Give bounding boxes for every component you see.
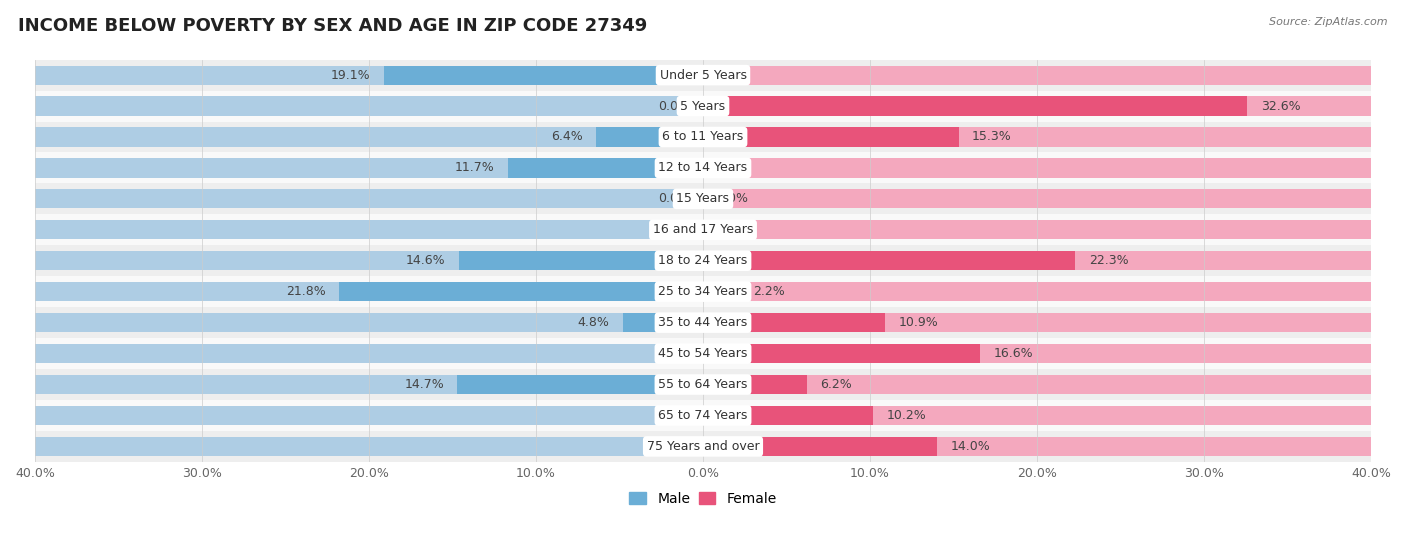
Bar [703, 313, 884, 332]
Bar [35, 406, 703, 425]
Text: 0.0%: 0.0% [717, 161, 748, 175]
Bar [623, 313, 703, 332]
Text: 55 to 64 Years: 55 to 64 Years [658, 378, 748, 391]
Text: 0.0%: 0.0% [717, 223, 748, 237]
Text: 2.2%: 2.2% [754, 285, 785, 298]
Bar [703, 282, 1371, 301]
Bar [703, 97, 1247, 116]
Text: 15 Years: 15 Years [676, 193, 730, 205]
Text: Source: ZipAtlas.com: Source: ZipAtlas.com [1270, 17, 1388, 27]
Text: 25 to 34 Years: 25 to 34 Years [658, 285, 748, 298]
Text: 18 to 24 Years: 18 to 24 Years [658, 254, 748, 267]
Bar [35, 276, 1371, 307]
Bar [460, 251, 703, 271]
Text: 19.1%: 19.1% [330, 69, 371, 81]
Text: 5 Years: 5 Years [681, 99, 725, 113]
Bar [35, 437, 703, 456]
Bar [35, 184, 1371, 214]
Text: 6.2%: 6.2% [820, 378, 852, 391]
Bar [35, 344, 703, 363]
Bar [35, 282, 703, 301]
Text: 0.0%: 0.0% [658, 347, 689, 360]
Legend: Male, Female: Male, Female [624, 486, 782, 511]
Bar [703, 65, 1371, 85]
Text: 0.0%: 0.0% [658, 440, 689, 453]
Bar [703, 282, 740, 301]
Bar [703, 344, 1371, 363]
Text: 14.6%: 14.6% [406, 254, 446, 267]
Text: Under 5 Years: Under 5 Years [659, 69, 747, 81]
Bar [339, 282, 703, 301]
Bar [35, 307, 1371, 338]
Bar [35, 90, 1371, 122]
Text: 0.0%: 0.0% [717, 193, 748, 205]
Bar [35, 375, 703, 394]
Bar [703, 127, 959, 147]
Bar [703, 313, 1371, 332]
Bar [508, 158, 703, 177]
Bar [703, 189, 1371, 209]
Text: 45 to 54 Years: 45 to 54 Years [658, 347, 748, 360]
Bar [35, 338, 1371, 369]
Text: 10.9%: 10.9% [898, 316, 938, 329]
Bar [703, 375, 807, 394]
Bar [35, 246, 1371, 276]
Text: 0.0%: 0.0% [658, 99, 689, 113]
Bar [35, 400, 1371, 431]
Text: 0.0%: 0.0% [658, 223, 689, 237]
Bar [35, 60, 1371, 90]
Text: 12 to 14 Years: 12 to 14 Years [658, 161, 748, 175]
Bar [703, 97, 1371, 116]
Text: 6 to 11 Years: 6 to 11 Years [662, 131, 744, 143]
Bar [703, 375, 1371, 394]
Text: 6.4%: 6.4% [551, 131, 582, 143]
Text: 15.3%: 15.3% [972, 131, 1012, 143]
Bar [35, 65, 703, 85]
Text: 16 and 17 Years: 16 and 17 Years [652, 223, 754, 237]
Bar [35, 431, 1371, 462]
Bar [35, 313, 703, 332]
Bar [703, 437, 936, 456]
Bar [703, 251, 1076, 271]
Bar [35, 97, 703, 116]
Text: 35 to 44 Years: 35 to 44 Years [658, 316, 748, 329]
Bar [384, 65, 703, 85]
Text: 11.7%: 11.7% [454, 161, 495, 175]
Bar [35, 158, 703, 177]
Text: 0.0%: 0.0% [717, 69, 748, 81]
Bar [703, 344, 980, 363]
Bar [703, 251, 1371, 271]
Bar [35, 251, 703, 271]
Bar [703, 127, 1371, 147]
Bar [703, 406, 873, 425]
Bar [35, 214, 1371, 246]
Text: 32.6%: 32.6% [1261, 99, 1301, 113]
Bar [35, 369, 1371, 400]
Bar [596, 127, 703, 147]
Bar [703, 406, 1371, 425]
Bar [35, 122, 1371, 152]
Text: 4.8%: 4.8% [578, 316, 609, 329]
Text: 0.0%: 0.0% [658, 409, 689, 422]
Text: 16.6%: 16.6% [994, 347, 1033, 360]
Bar [35, 152, 1371, 184]
Text: 22.3%: 22.3% [1088, 254, 1129, 267]
Text: 10.2%: 10.2% [887, 409, 927, 422]
Text: 0.0%: 0.0% [658, 193, 689, 205]
Text: 14.7%: 14.7% [405, 378, 444, 391]
Bar [35, 127, 703, 147]
Bar [703, 437, 1371, 456]
Bar [35, 220, 703, 239]
Bar [457, 375, 703, 394]
Bar [703, 220, 1371, 239]
Text: 14.0%: 14.0% [950, 440, 990, 453]
Bar [703, 158, 1371, 177]
Text: INCOME BELOW POVERTY BY SEX AND AGE IN ZIP CODE 27349: INCOME BELOW POVERTY BY SEX AND AGE IN Z… [18, 17, 648, 35]
Text: 75 Years and over: 75 Years and over [647, 440, 759, 453]
Text: 21.8%: 21.8% [285, 285, 326, 298]
Text: 65 to 74 Years: 65 to 74 Years [658, 409, 748, 422]
Bar [35, 189, 703, 209]
